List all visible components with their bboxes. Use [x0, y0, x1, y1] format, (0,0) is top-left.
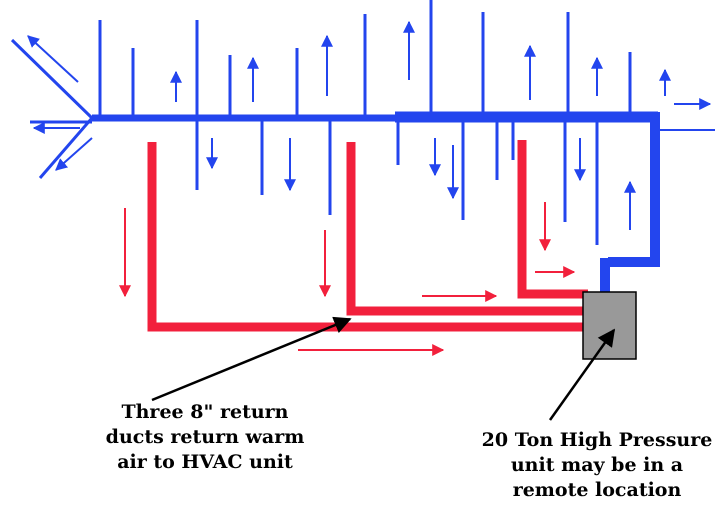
- return-ducts-label-line-3: air to HVAC unit: [117, 451, 293, 473]
- hvac-unit-label-line-2: unit may be in a: [510, 454, 684, 476]
- pointer-arrows: [151, 316, 616, 421]
- supply-branch-diagonal-up: [10, 38, 94, 120]
- hvac-unit-label-line-1: 20 Ton High Pressure: [481, 429, 713, 451]
- return-ducts-label: Three 8" return ducts return warm air to…: [70, 400, 340, 475]
- return-ducts-label-line-1: Three 8" return: [121, 401, 289, 423]
- return-airflow-arrows: [119, 202, 576, 356]
- arrow-left-icon: [27, 35, 79, 83]
- supply-ducts: [10, 0, 715, 292]
- return-ducts: [147, 140, 588, 332]
- return-label-pointer: [151, 316, 352, 402]
- supply-branch-diagonal-down: [38, 117, 94, 179]
- hvac-unit-label-line-3: remote location: [512, 479, 682, 501]
- return-duct-2: [346, 142, 588, 316]
- return-duct-1: [147, 142, 588, 332]
- return-duct-3: [517, 140, 588, 299]
- supply-airflow-arrows: [27, 20, 712, 230]
- return-ducts-label-line-2: ducts return warm: [105, 426, 305, 448]
- unit-label-pointer: [548, 328, 616, 421]
- hvac-unit: [582, 291, 637, 360]
- hvac-unit-label: 20 Ton High Pressure unit may be in a re…: [452, 428, 723, 503]
- arrow-left-icon: [55, 137, 93, 171]
